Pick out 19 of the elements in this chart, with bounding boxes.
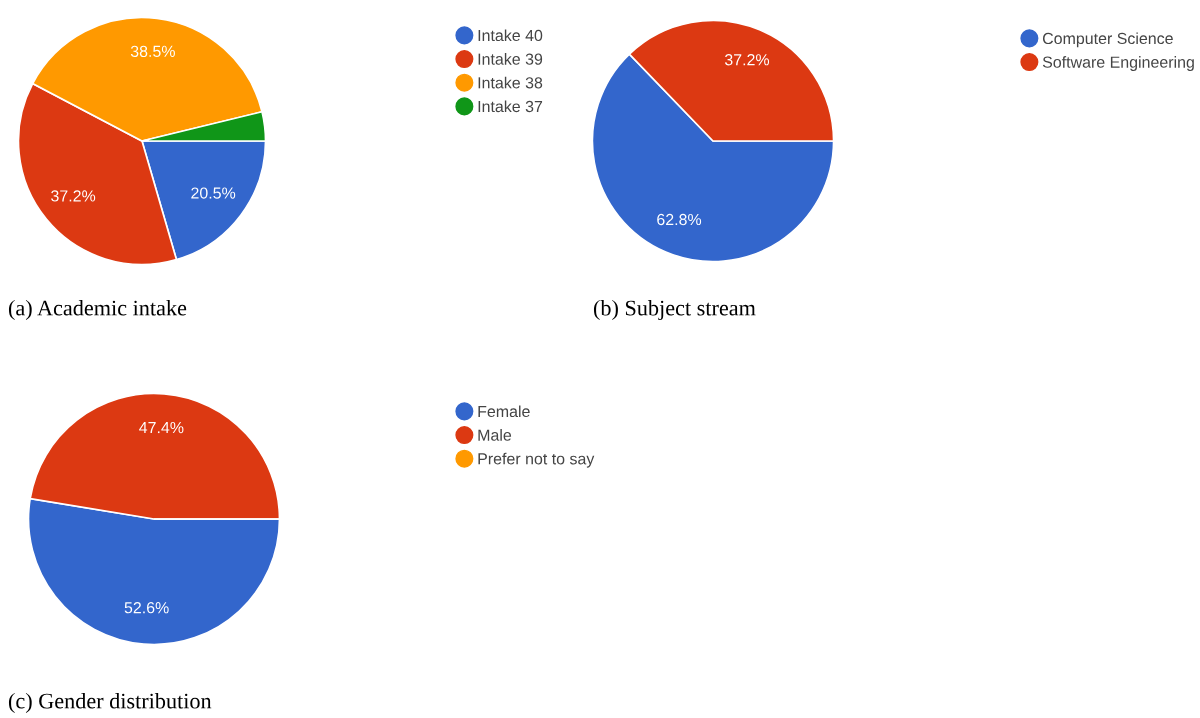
data-label: 20.5% <box>191 187 236 199</box>
data-label: 62.8% <box>657 213 702 226</box>
text: (a) Academic intake <box>8 299 187 321</box>
legend-label: Intake 39 <box>478 53 543 65</box>
legend-label: Intake 38 <box>478 76 543 89</box>
legend-label: Female <box>478 405 530 418</box>
data-label: 37.2% <box>724 54 770 66</box>
legend-label: Software Engineering <box>1042 56 1194 71</box>
data-label: 47.4% <box>139 422 184 434</box>
legend-label: Intake 37 <box>478 100 543 113</box>
text: (c) Gender distribution <box>8 692 212 714</box>
legend-label: Male <box>478 429 512 441</box>
text: (b) Subject stream <box>593 299 756 321</box>
data-label: 52.6% <box>124 602 169 614</box>
legend-label: Computer Science <box>1042 32 1173 48</box>
data-label: 38.5% <box>130 45 175 58</box>
data-label: 37.2% <box>51 190 96 202</box>
legend-label: Intake 40 <box>478 29 543 42</box>
legend-label: Prefer not to say <box>478 452 595 468</box>
